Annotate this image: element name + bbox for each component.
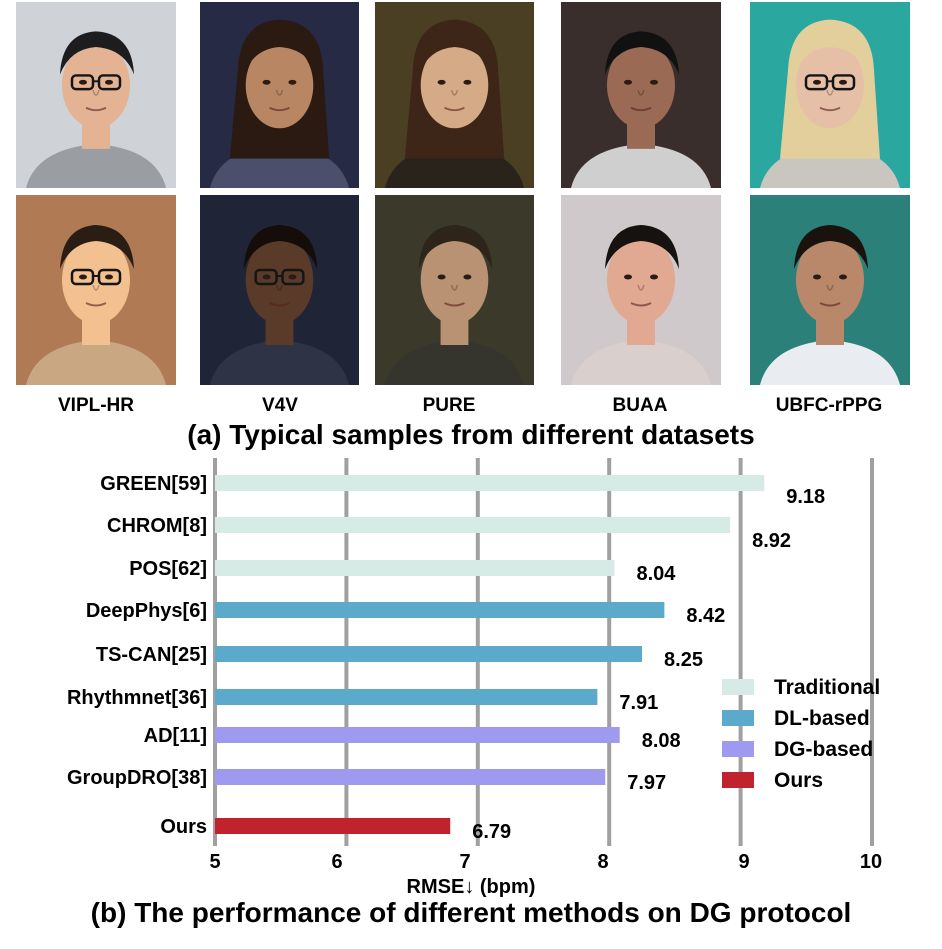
x-tick-label-9: 9 — [738, 851, 749, 873]
category-label-rhythmnet-36: Rhythmnet[36] — [67, 687, 207, 709]
value-label-pos-62: 8.04 — [636, 563, 676, 585]
category-label-ours: Ours — [160, 816, 207, 838]
value-label-green-59: 9.18 — [786, 486, 825, 508]
dataset-label-vipl-hr: VIPL-HR — [58, 395, 134, 416]
sample-photo-buaa-1 — [561, 2, 721, 188]
legend-swatch-ours — [722, 772, 754, 788]
legend-swatch-dl-based — [722, 710, 754, 726]
bar-pos-62 — [215, 560, 615, 576]
x-tick-label-7: 7 — [459, 851, 470, 873]
category-label-deepphys-6: DeepPhys[6] — [86, 600, 207, 622]
bar-chrom-8 — [215, 517, 731, 533]
sample-photo-vipl-hr-1 — [16, 2, 176, 188]
bar-ts-can-25 — [215, 646, 643, 662]
category-label-pos-62: POS[62] — [129, 558, 207, 580]
sample-photo-ubfc-rppg-2 — [750, 195, 910, 385]
x-axis-label: RMSE↓ (bpm) — [406, 876, 536, 898]
category-label-chrom-8: CHROM[8] — [107, 515, 207, 537]
value-label-ts-can-25: 8.25 — [664, 649, 703, 671]
category-label-ad-11: AD[11] — [144, 725, 207, 747]
dataset-label-pure: PURE — [422, 395, 476, 416]
dataset-label-v4v: V4V — [262, 395, 298, 416]
sample-photo-v4v-1 — [200, 2, 359, 188]
x-tick-label-10: 10 — [860, 851, 882, 873]
bar-groupdro-38 — [215, 769, 606, 785]
x-tick-label-8: 8 — [597, 851, 608, 873]
sample-photo-pure-2 — [375, 195, 534, 385]
value-label-rhythmnet-36: 7.91 — [619, 692, 658, 714]
bar-green-59 — [215, 475, 765, 491]
rmse-bar-chart: 5 6 7 8 9 10 GREEN[59] 9.18 CHROM[8] 8.92 POS[62] 8… — [67, 458, 882, 873]
value-label-groupdro-38: 7.97 — [627, 772, 666, 794]
dataset-label-ubfc-rppg: UBFC-rPPG — [775, 395, 883, 416]
sample-photo-v4v-2 — [200, 195, 359, 385]
legend-label-dl-based: DL-based — [774, 707, 870, 730]
category-label-groupdro-38: GroupDRO[38] — [67, 767, 207, 789]
sample-photo-pure-1 — [375, 2, 534, 188]
legend-swatch-dg-based — [722, 741, 754, 757]
value-label-deepphys-6: 8.42 — [686, 605, 725, 627]
bar-rhythmnet-36 — [215, 689, 598, 705]
category-label-ts-can-25: TS-CAN[25] — [96, 644, 207, 666]
bar-ours — [215, 818, 451, 834]
bar-deepphys-6 — [215, 602, 665, 618]
category-label-green-59: GREEN[59] — [100, 473, 207, 495]
legend-label-traditional: Traditional — [774, 676, 880, 699]
legend-label-dg-based: DG-based — [774, 738, 873, 761]
x-tick-label-5: 5 — [209, 851, 220, 873]
sample-photo-ubfc-rppg-1 — [750, 2, 910, 188]
value-label-ad-11: 8.08 — [642, 730, 681, 752]
sample-photo-vipl-hr-2 — [16, 195, 176, 385]
dataset-label-buaa: BUAA — [612, 395, 668, 416]
sample-photo-buaa-2 — [561, 195, 721, 385]
x-tick-label-6: 6 — [331, 851, 342, 873]
value-label-chrom-8: 8.92 — [752, 530, 791, 552]
bar-ad-11 — [215, 727, 620, 743]
value-label-ours: 6.79 — [472, 821, 511, 843]
legend-swatch-traditional — [722, 679, 754, 695]
caption-b: (b) The performance of different methods… — [90, 897, 852, 928]
caption-a: (a) Typical samples from different datas… — [187, 419, 755, 450]
legend-label-ours: Ours — [774, 769, 823, 792]
